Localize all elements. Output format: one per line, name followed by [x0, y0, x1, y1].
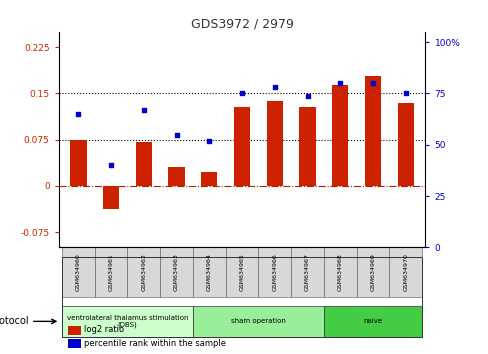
Bar [160, 247, 193, 297]
Point [270, 85, 278, 90]
Bar [102, 186, 119, 209]
Point [336, 80, 344, 86]
Bar [397, 103, 413, 186]
Text: GSM634964: GSM634964 [206, 253, 211, 291]
Text: GSM634970: GSM634970 [403, 253, 407, 291]
Point [205, 138, 213, 143]
Bar [364, 76, 381, 186]
Text: GSM634961: GSM634961 [108, 253, 113, 291]
Bar [62, 257, 421, 337]
Bar [233, 107, 250, 186]
Bar [193, 247, 225, 297]
Point [368, 80, 376, 86]
Text: ventrolateral thalamus stimulation
(DBS): ventrolateral thalamus stimulation (DBS) [66, 315, 188, 328]
Bar [266, 101, 283, 186]
Bar [127, 247, 160, 297]
Bar [135, 142, 152, 186]
Bar [388, 247, 421, 297]
Point [238, 91, 245, 96]
Text: GSM634963: GSM634963 [174, 253, 179, 291]
Bar [62, 247, 95, 297]
Text: GSM634968: GSM634968 [337, 253, 342, 291]
Text: percentile rank within the sample: percentile rank within the sample [84, 338, 225, 348]
Bar [290, 247, 323, 297]
Text: naive: naive [363, 318, 382, 324]
Bar [201, 172, 217, 186]
Point [140, 107, 147, 113]
Text: GSM634967: GSM634967 [305, 253, 309, 291]
Text: sham operation: sham operation [230, 318, 285, 324]
Text: GSM634966: GSM634966 [272, 253, 277, 291]
Point [401, 91, 409, 96]
Bar [95, 247, 127, 297]
Bar [323, 306, 421, 337]
Point [107, 162, 115, 168]
Bar [70, 139, 86, 186]
Bar [331, 85, 348, 186]
Bar [323, 247, 356, 297]
Bar [62, 306, 193, 337]
Bar [168, 167, 184, 186]
Text: GSM634960: GSM634960 [76, 253, 81, 291]
Text: GSM634969: GSM634969 [370, 253, 375, 291]
Text: GSM634965: GSM634965 [239, 253, 244, 291]
Point [172, 132, 180, 137]
Title: GDS3972 / 2979: GDS3972 / 2979 [190, 18, 293, 31]
Text: protocol: protocol [0, 316, 29, 326]
Bar [258, 247, 290, 297]
Text: GSM634962: GSM634962 [141, 253, 146, 291]
Bar [299, 107, 315, 186]
Bar [356, 247, 388, 297]
Text: log2 ratio: log2 ratio [84, 325, 124, 335]
Point [74, 111, 82, 117]
Point [303, 93, 311, 98]
Bar [225, 247, 258, 297]
Bar [193, 306, 323, 337]
